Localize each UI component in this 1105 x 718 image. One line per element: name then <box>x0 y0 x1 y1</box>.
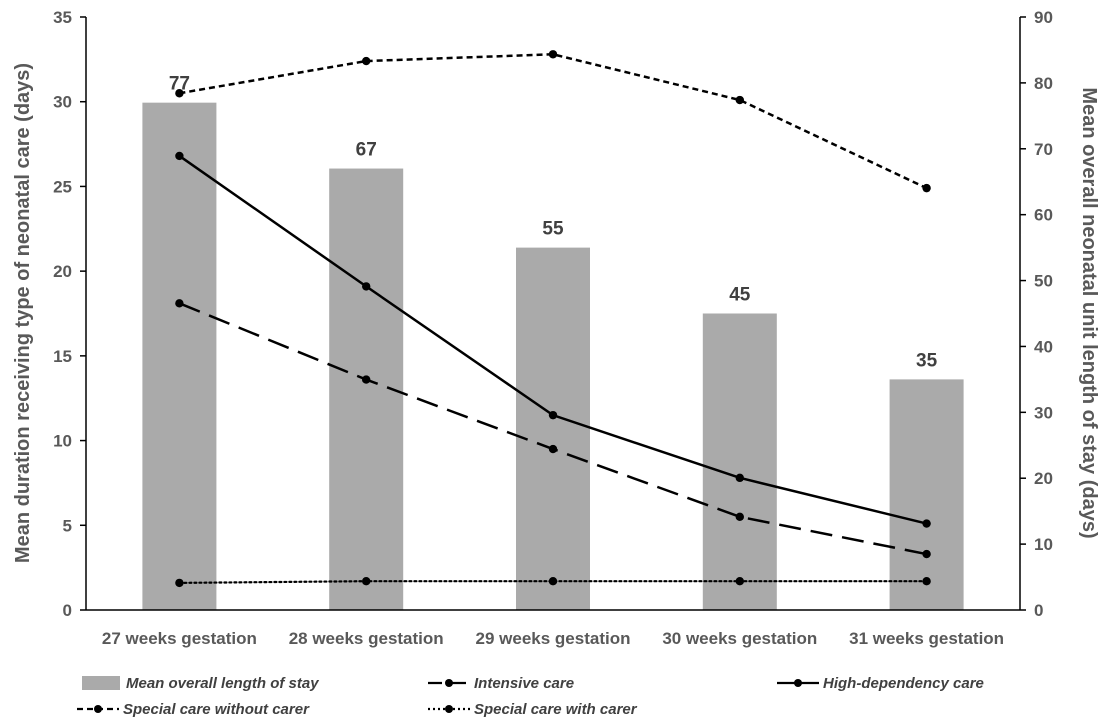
y-tick-label: 35 <box>53 8 72 27</box>
series-point <box>548 444 558 454</box>
legend-label: Special care without carer <box>123 701 310 718</box>
bar <box>702 313 777 610</box>
legend-swatch-marker <box>445 679 453 687</box>
series-point <box>362 282 371 291</box>
bar-data-label: 67 <box>356 140 377 161</box>
x-tick-label: 27 weeks gestation <box>102 629 257 648</box>
series-point <box>175 578 184 588</box>
series-point <box>175 89 184 98</box>
series-point <box>735 473 744 483</box>
y-tick-label: 25 <box>53 177 72 196</box>
series-point <box>735 576 744 586</box>
y2-tick-label: 70 <box>1034 140 1053 159</box>
x-tick-label: 28 weeks gestation <box>289 629 444 648</box>
series-point <box>548 576 558 586</box>
bars-layer <box>142 102 964 611</box>
legend-swatch-marker <box>94 705 102 713</box>
bar <box>889 379 964 610</box>
x-tick-label: 29 weeks gestation <box>476 629 631 648</box>
y2-tick-label: 20 <box>1034 469 1053 488</box>
legend-label: High-dependency care <box>823 675 984 692</box>
series-point <box>735 512 744 522</box>
y2-tick-label: 50 <box>1034 272 1053 291</box>
x-tick-label: 30 weeks gestation <box>662 629 817 648</box>
legend-swatch-bar <box>82 676 120 690</box>
series-line <box>178 580 928 584</box>
series-point <box>362 56 371 66</box>
bar-data-label: 77 <box>169 74 190 95</box>
y2-tick-label: 10 <box>1034 535 1053 554</box>
y-tick-label: 30 <box>53 93 72 112</box>
series-point <box>362 375 371 384</box>
legend: Mean overall length of stay Intensive car… <box>77 675 984 718</box>
series-point <box>548 50 558 59</box>
labels-layer: 77 67 55 45 35 <box>169 74 938 372</box>
lines-layer <box>175 50 931 588</box>
legend-swatch-marker <box>794 679 802 687</box>
series-line <box>179 53 928 190</box>
bar-data-label: 55 <box>542 219 564 240</box>
y2-tick-label: 40 <box>1034 337 1053 356</box>
series-point <box>922 183 931 193</box>
y-axis-title: Mean duration receiving type of neonatal… <box>12 63 34 563</box>
y-tick-label: 10 <box>53 432 72 451</box>
series-point <box>548 410 558 420</box>
series-point <box>922 519 931 528</box>
bar <box>516 247 590 610</box>
bar-data-label: 35 <box>916 350 938 371</box>
legend-label: Mean overall length of stay <box>126 675 319 692</box>
series-point <box>175 299 184 308</box>
y2-tick-label: 60 <box>1034 206 1053 225</box>
bar <box>142 102 217 611</box>
y-tick-label: 5 <box>63 516 72 535</box>
y2-tick-label: 90 <box>1034 8 1053 27</box>
y-tick-label: 20 <box>53 262 72 281</box>
y2-tick-label: 0 <box>1034 601 1043 620</box>
series-point <box>175 151 184 161</box>
y2-axis-title: Mean overall neonatal unit length of sta… <box>1078 87 1100 538</box>
y-tick-label: 15 <box>53 347 72 366</box>
series-point <box>362 576 371 586</box>
x-tick-label: 31 weeks gestation <box>849 629 1004 648</box>
legend-swatch-marker <box>445 705 453 713</box>
legend-label: Special care with carer <box>474 701 638 718</box>
legend-label: Intensive care <box>474 675 574 692</box>
y-tick-label: 0 <box>63 601 72 620</box>
series-point <box>922 576 931 586</box>
series-point <box>922 549 931 559</box>
y2-tick-label: 30 <box>1034 403 1053 422</box>
series-point <box>735 95 744 105</box>
y2-tick-label: 80 <box>1034 74 1053 93</box>
bar-data-label: 45 <box>729 285 751 306</box>
axes-layer: 0 5 10 15 20 25 30 35 0 10 20 30 40 50 60 70 80 90 27 week… <box>53 8 1053 648</box>
